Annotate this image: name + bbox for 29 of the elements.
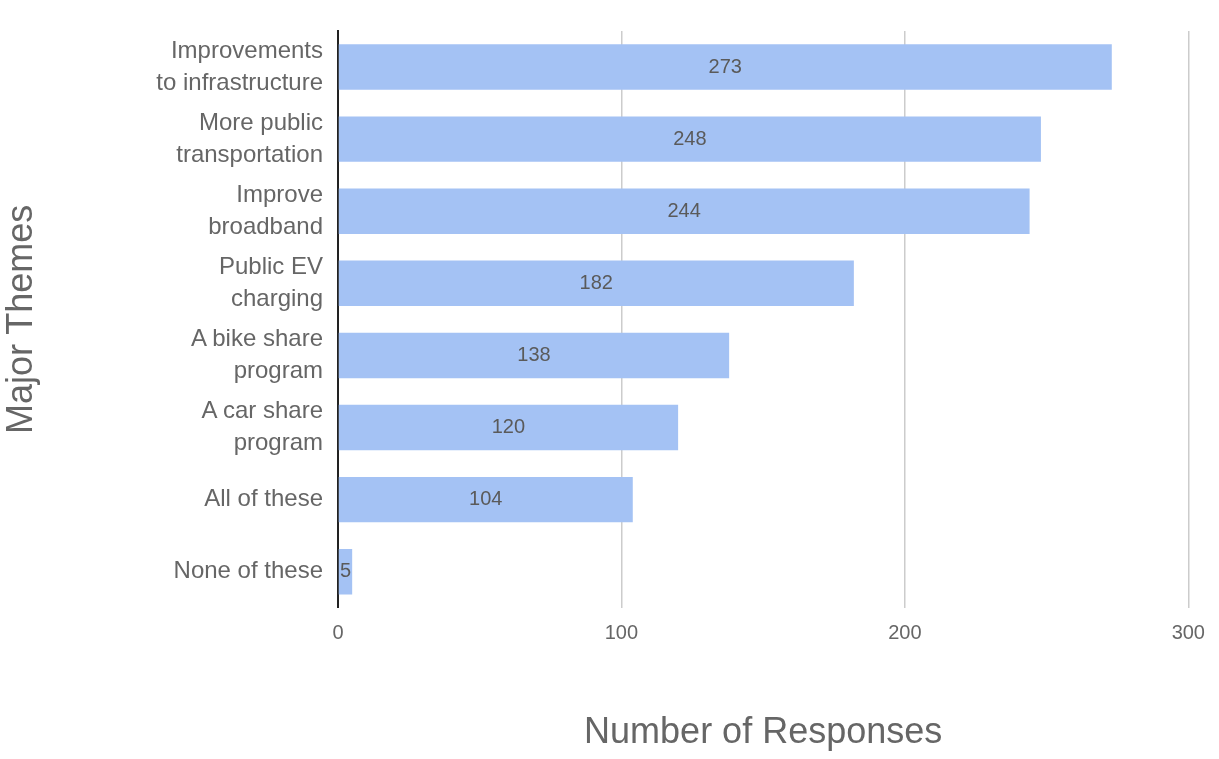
- y-tick-label: A bike share program: [190, 324, 323, 384]
- data-label: 5: [339, 559, 352, 582]
- y-tick-label: Public EV charging: [218, 251, 323, 311]
- bar: [338, 260, 854, 307]
- bar: [338, 404, 679, 451]
- bar: [338, 44, 1112, 90]
- data-label: 182: [579, 270, 613, 293]
- y-axis-title: Major Themes: [0, 204, 40, 435]
- bar: [338, 332, 730, 379]
- data-label: 104: [469, 487, 503, 510]
- data-label: 273: [708, 54, 742, 77]
- y-tick-label: A car share program: [201, 396, 323, 456]
- x-tick-label: 300: [1171, 621, 1205, 644]
- y-tick-label: None of these: [173, 556, 323, 584]
- data-label: 248: [673, 126, 707, 149]
- x-tick-label: 100: [604, 621, 639, 644]
- bar: [338, 188, 1030, 234]
- data-label: 138: [517, 342, 551, 365]
- bar: [338, 116, 1041, 162]
- y-tick-label: Improve broadband: [208, 179, 323, 239]
- data-label: 244: [667, 198, 701, 221]
- y-tick-label: More public transportation: [176, 107, 323, 167]
- x-tick-label: 200: [888, 621, 922, 644]
- bar: [338, 476, 633, 523]
- y-tick-label: All of these: [204, 484, 323, 512]
- y-tick-label: Improvements to infrastructure: [156, 35, 323, 95]
- x-tick-label: 0: [332, 621, 344, 644]
- x-axis-title: Number of Responses: [584, 710, 943, 752]
- data-label: 120: [491, 415, 526, 438]
